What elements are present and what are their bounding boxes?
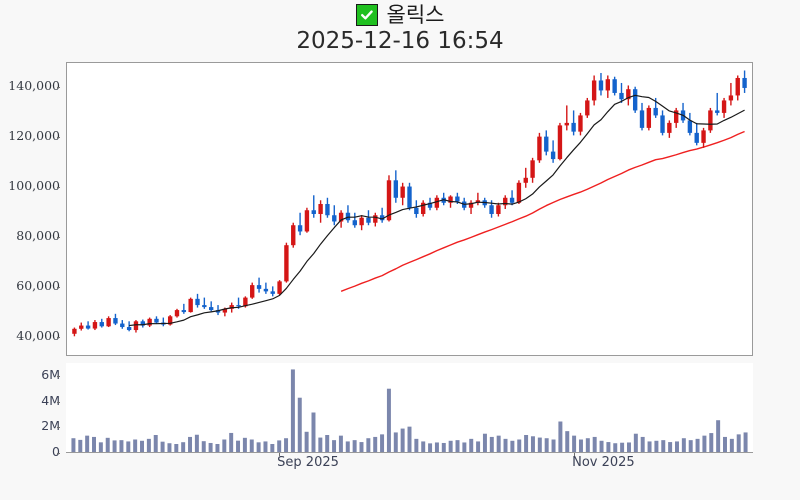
volume-y-tick-label: 4M <box>41 392 60 408</box>
x-axis-tick <box>574 453 576 456</box>
volume-chart-panel[interactable] <box>66 363 753 453</box>
price-y-tick <box>57 336 60 338</box>
price-y-tick-label: 100,000 <box>8 177 60 193</box>
price-y-tick <box>57 236 60 238</box>
volume-y-tick <box>57 375 60 377</box>
price-y-tick-label: 80,000 <box>16 227 60 243</box>
price-y-tick <box>57 136 60 138</box>
page-title: 올릭스 <box>386 2 445 27</box>
chart-title-row: 올릭스 <box>0 0 800 30</box>
x-axis-tick <box>279 453 281 456</box>
price-y-axis: 140,000 120,000 100,000 80,000 60,000 40,000 <box>0 62 60 356</box>
price-y-tick-label: 120,000 <box>8 127 60 143</box>
volume-y-tick <box>57 401 60 403</box>
volume-y-axis: 6M 4M 2M 0 <box>0 363 60 458</box>
price-y-tick <box>57 86 60 88</box>
price-y-tick <box>57 186 60 188</box>
price-y-tick-label: 60,000 <box>16 277 60 293</box>
candlestick-series <box>72 70 747 337</box>
price-y-tick <box>57 286 60 288</box>
check-icon <box>355 4 378 26</box>
volume-y-tick-label: 0 <box>52 444 60 459</box>
chart-timestamp: 2025-12-16 16:54 <box>296 28 504 54</box>
volume-y-tick <box>57 427 60 429</box>
volume-y-tick-label: 2M <box>41 418 60 434</box>
price-chart-panel[interactable] <box>66 62 753 356</box>
volume-y-tick <box>57 453 60 454</box>
volume-y-tick-label: 6M <box>41 366 60 382</box>
x-axis-tick-label: Nov 2025 <box>572 455 635 470</box>
price-y-tick-label: 140,000 <box>8 77 60 93</box>
price-y-tick-label: 40,000 <box>16 327 60 343</box>
volume-bar-series <box>71 369 748 452</box>
x-axis-tick-label: Sep 2025 <box>277 455 339 470</box>
